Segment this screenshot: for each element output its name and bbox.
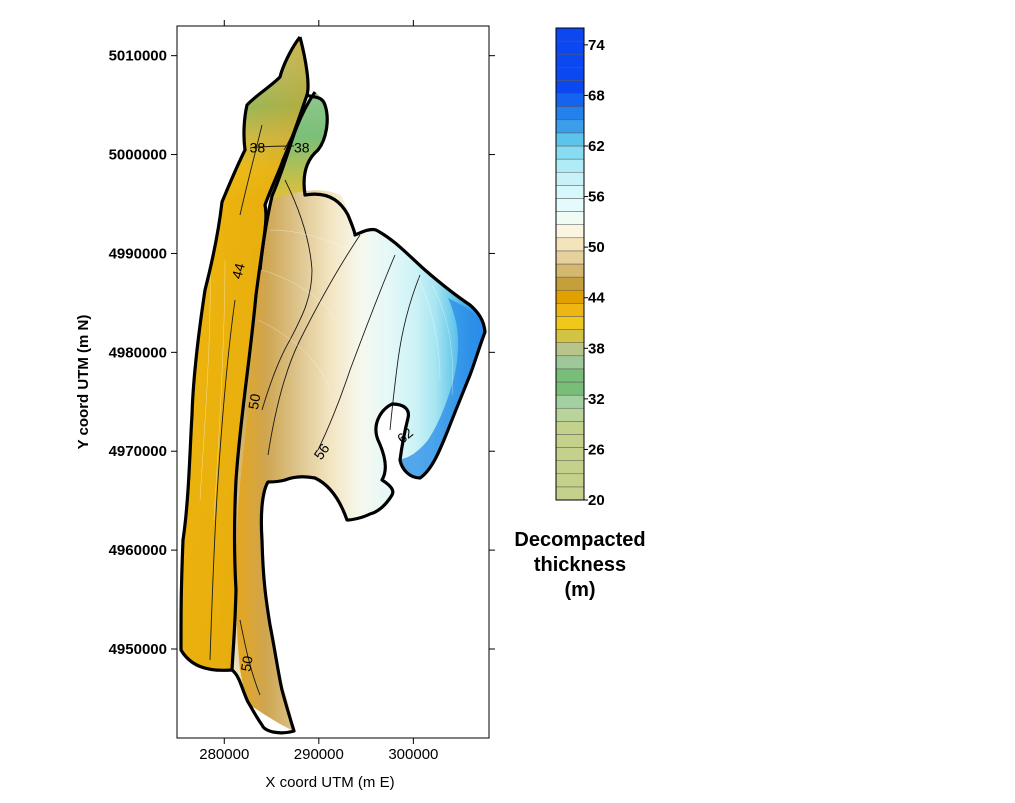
colorbar-swatch xyxy=(555,303,585,317)
colorbar-swatch xyxy=(555,224,585,239)
y-tick-label: 5000000 xyxy=(109,147,167,164)
colorbar-tick-label: 74 xyxy=(588,37,605,54)
colorbar-title-line: Decompacted xyxy=(514,529,646,551)
y-tick-label: 4950000 xyxy=(109,641,167,658)
contour-label: 38 xyxy=(294,139,310,155)
colorbar-swatch xyxy=(555,106,585,121)
colorbar-swatch xyxy=(555,381,585,396)
colorbar-swatch xyxy=(555,316,585,330)
colorbar-tick-label: 20 xyxy=(588,492,605,509)
colorbar-swatch xyxy=(555,119,585,134)
colorbar: 74 68 62 56 50 44 38 32 26 20 xyxy=(555,27,605,509)
axis-ticks xyxy=(171,20,495,744)
y-tick-label: 4960000 xyxy=(109,542,167,559)
colorbar-swatch xyxy=(555,394,585,409)
colorbar-tick-label: 56 xyxy=(588,189,605,206)
x-axis-label: X coord UTM (m E) xyxy=(265,774,394,791)
contour-label: 44 xyxy=(228,261,248,280)
colorbar-tick-label: 26 xyxy=(588,441,605,458)
y-tick-label: 4970000 xyxy=(109,443,167,460)
colorbar-swatch xyxy=(555,53,585,68)
x-tick-label: 300000 xyxy=(388,746,438,763)
colorbar-tick-label: 62 xyxy=(588,138,605,155)
tick-labels: 280000 290000 300000 4950000 4960000 4970000 4… xyxy=(109,48,439,763)
map-body xyxy=(179,36,487,735)
west-strip-shade xyxy=(181,37,309,671)
colorbar-tick-label: 44 xyxy=(588,290,605,307)
y-tick-label: 4990000 xyxy=(109,245,167,262)
colorbar-title-line: thickness xyxy=(533,554,627,576)
y-axis-label: Y coord UTM (m N) xyxy=(75,315,92,450)
colorbar-swatch xyxy=(555,342,585,357)
x-tick-label: 290000 xyxy=(294,746,344,763)
colorbar-frame xyxy=(555,27,585,501)
east-fringe xyxy=(401,298,485,479)
contour-bands xyxy=(199,229,453,521)
colorbar-swatch xyxy=(555,27,585,42)
colorbar-swatch xyxy=(555,460,585,475)
colorbar-swatch xyxy=(555,486,585,501)
colorbar-swatch xyxy=(555,237,585,252)
colorbar-tick-label: 50 xyxy=(588,239,605,256)
region-outlines xyxy=(179,36,487,735)
colorbar-swatch xyxy=(555,132,585,147)
colorbar-swatch xyxy=(555,289,585,304)
colorbar-swatch xyxy=(555,355,585,370)
colorbar-swatch xyxy=(555,263,585,278)
contour-label: 50 xyxy=(245,392,263,410)
colorbar-swatch xyxy=(555,434,585,448)
colorbar-swatch xyxy=(555,250,585,265)
colorbar-swatch xyxy=(555,276,585,291)
colorbar-tick-label: 38 xyxy=(588,340,605,357)
y-tick-label: 5010000 xyxy=(109,48,167,65)
colorbar-swatch xyxy=(555,158,585,173)
colorbar-title: Decompacted thickness (m) xyxy=(500,528,660,603)
colorbar-swatch xyxy=(555,185,585,199)
x-tick-label: 280000 xyxy=(199,746,249,763)
colorbar-swatch xyxy=(555,198,585,212)
colorbar-swatch xyxy=(555,40,585,55)
colorbar-swatch xyxy=(555,473,585,488)
colorbar-swatch xyxy=(555,211,585,225)
colorbar-swatch xyxy=(555,368,585,383)
colorbar-swatch xyxy=(555,93,585,107)
contour-label: 50 xyxy=(237,654,255,672)
colorbar-swatch xyxy=(555,171,585,186)
colorbar-title-line: (m) xyxy=(564,579,596,601)
colorbar-tick-label: 68 xyxy=(588,87,605,104)
plot-frame xyxy=(176,25,490,739)
colorbar-swatch xyxy=(555,80,585,94)
east-body xyxy=(236,190,485,731)
colorbar-swatch xyxy=(555,421,585,435)
contour-label: 38 xyxy=(250,139,266,155)
colorbar-tick-label: 32 xyxy=(588,391,605,408)
colorbar-swatch xyxy=(555,329,585,343)
colorbar-swatch xyxy=(555,447,585,461)
colorbar-swatch xyxy=(555,145,585,160)
colorbar-swatch xyxy=(555,407,585,422)
y-tick-label: 4980000 xyxy=(109,344,167,361)
colorbar-swatch xyxy=(555,67,585,81)
